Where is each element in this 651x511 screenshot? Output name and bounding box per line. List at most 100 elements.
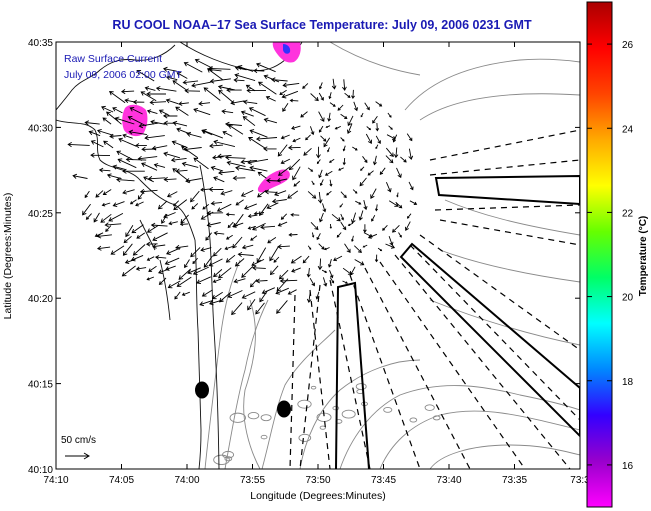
bathymetry-line bbox=[299, 359, 421, 469]
current-vector bbox=[231, 302, 243, 316]
current-vector bbox=[116, 150, 134, 161]
current-vector bbox=[344, 243, 351, 253]
radar-spoke bbox=[429, 159, 580, 176]
current-vector bbox=[147, 176, 166, 182]
current-vector bbox=[202, 203, 210, 210]
current-vector bbox=[309, 277, 315, 287]
current-vector bbox=[310, 221, 319, 231]
current-vector bbox=[144, 86, 156, 91]
current-vector bbox=[140, 91, 157, 102]
x-tick-label: 73:40 bbox=[436, 475, 461, 486]
current-vector bbox=[318, 243, 325, 250]
y-tick-label: 40:20 bbox=[28, 294, 53, 305]
current-vector bbox=[327, 112, 332, 122]
current-vector bbox=[164, 257, 180, 266]
current-vector bbox=[101, 202, 111, 207]
coastline-segment bbox=[194, 239, 202, 469]
current-vector bbox=[325, 125, 331, 128]
current-vector bbox=[347, 222, 354, 227]
radar-wedge bbox=[399, 242, 580, 438]
current-vector bbox=[134, 143, 147, 149]
current-vector bbox=[340, 191, 347, 199]
current-vector bbox=[165, 98, 179, 105]
current-vector bbox=[110, 245, 125, 255]
current-vector bbox=[300, 111, 308, 118]
radar-spoke bbox=[299, 284, 321, 469]
current-vector bbox=[125, 225, 134, 238]
current-vector bbox=[139, 189, 158, 195]
current-vector bbox=[263, 146, 277, 152]
current-vector bbox=[137, 155, 158, 161]
current-vector bbox=[244, 203, 257, 210]
current-vector bbox=[396, 167, 402, 179]
current-vector bbox=[152, 232, 168, 242]
current-vector bbox=[95, 190, 104, 198]
current-vector bbox=[212, 247, 222, 257]
current-vector bbox=[292, 137, 301, 143]
current-vector bbox=[328, 158, 335, 163]
current-vector bbox=[181, 161, 199, 168]
current-vector bbox=[340, 113, 348, 119]
current-vector bbox=[109, 133, 122, 139]
current-vector bbox=[323, 137, 331, 148]
current-vector bbox=[311, 180, 315, 186]
current-vector bbox=[209, 143, 224, 149]
current-vector bbox=[258, 81, 277, 95]
current-vector bbox=[282, 82, 300, 88]
bathymetry-blob bbox=[222, 450, 235, 459]
current-vector bbox=[342, 157, 346, 166]
current-vector bbox=[167, 280, 181, 289]
radar-spoke bbox=[409, 244, 580, 421]
bathymetry-blob bbox=[260, 434, 268, 440]
current-vector bbox=[241, 244, 254, 250]
current-vector bbox=[213, 176, 225, 183]
current-vector bbox=[227, 221, 234, 229]
bathymetry-line bbox=[404, 58, 580, 111]
current-vector bbox=[208, 66, 231, 72]
bathymetry-blob bbox=[383, 406, 393, 413]
current-vector bbox=[162, 66, 177, 72]
current-vector bbox=[129, 199, 137, 205]
current-vector bbox=[263, 117, 278, 124]
current-vector bbox=[360, 166, 365, 171]
current-vector bbox=[350, 266, 356, 276]
current-vector bbox=[277, 144, 288, 157]
current-vector bbox=[209, 78, 231, 84]
current-vector bbox=[205, 232, 212, 241]
scale-arrow bbox=[65, 452, 90, 460]
current-vector bbox=[146, 225, 159, 233]
current-vector bbox=[240, 159, 258, 165]
current-vector bbox=[377, 247, 383, 252]
x-tick-label: 74:05 bbox=[109, 475, 134, 486]
current-vector bbox=[192, 266, 209, 276]
current-vector bbox=[192, 257, 198, 265]
current-vector bbox=[288, 158, 301, 171]
current-vector bbox=[230, 100, 245, 106]
current-vector bbox=[240, 189, 254, 197]
current-vector bbox=[104, 222, 122, 228]
current-vector bbox=[102, 189, 112, 195]
current-vector bbox=[98, 167, 111, 173]
current-vector bbox=[180, 214, 189, 224]
current-vector bbox=[163, 151, 181, 159]
current-vector bbox=[375, 122, 380, 132]
current-vector bbox=[375, 101, 383, 107]
current-vector bbox=[393, 147, 399, 159]
current-vector bbox=[249, 279, 258, 288]
current-vector bbox=[234, 73, 256, 82]
current-vector bbox=[318, 125, 324, 133]
current-vector bbox=[302, 83, 309, 89]
current-vector bbox=[347, 115, 354, 127]
coastline-segment bbox=[159, 259, 171, 321]
current-vector bbox=[329, 270, 334, 279]
colorbar-tick-label: 18 bbox=[622, 377, 634, 388]
y-tick-label: 40:25 bbox=[28, 209, 53, 220]
current-vector bbox=[327, 258, 332, 268]
current-vector bbox=[210, 200, 223, 206]
current-vector bbox=[175, 106, 189, 116]
current-vector bbox=[375, 144, 379, 150]
current-vector bbox=[261, 287, 275, 295]
current-vector bbox=[352, 189, 358, 194]
radar-spoke bbox=[429, 129, 580, 161]
